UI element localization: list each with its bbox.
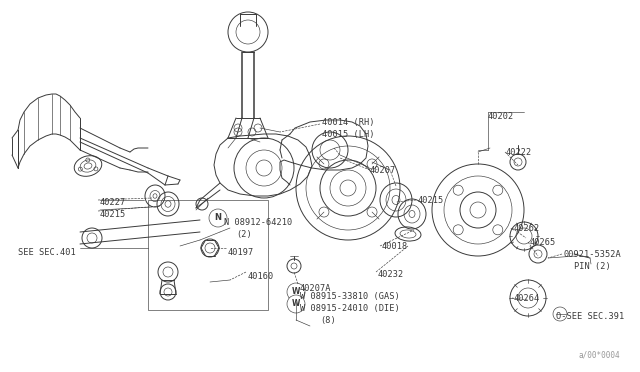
Text: 40265: 40265: [530, 238, 556, 247]
Text: 40015 (LH): 40015 (LH): [322, 130, 374, 139]
Text: W: W: [292, 299, 300, 308]
Text: 40215: 40215: [100, 210, 126, 219]
Text: W 08915-24010 (DIE): W 08915-24010 (DIE): [300, 304, 400, 313]
Circle shape: [209, 209, 227, 227]
Bar: [148, 200, 268, 310]
Text: 40197: 40197: [228, 248, 254, 257]
Text: (2): (2): [236, 230, 252, 239]
Text: O-SEE SEC.391: O-SEE SEC.391: [556, 312, 624, 321]
Text: 40207: 40207: [370, 166, 396, 175]
Text: 40262: 40262: [514, 224, 540, 233]
Text: 40160: 40160: [248, 272, 275, 281]
Text: (8): (8): [320, 316, 336, 325]
Text: SEE SEC.401: SEE SEC.401: [18, 248, 76, 257]
Circle shape: [287, 283, 305, 301]
Text: 40232: 40232: [378, 270, 404, 279]
Text: W 08915-33810 (GAS): W 08915-33810 (GAS): [300, 292, 400, 301]
Text: 40014 (RH): 40014 (RH): [322, 118, 374, 127]
Text: 40227: 40227: [100, 198, 126, 207]
Text: 00921-5352A: 00921-5352A: [564, 250, 621, 259]
Text: 40264: 40264: [514, 294, 540, 303]
Text: 40018: 40018: [382, 242, 408, 251]
Text: N: N: [214, 214, 221, 222]
Text: a/00*0004: a/00*0004: [579, 351, 620, 360]
Text: 40202: 40202: [488, 112, 515, 121]
Text: N 08912-64210: N 08912-64210: [224, 218, 292, 227]
Text: PIN (2): PIN (2): [574, 262, 611, 271]
Circle shape: [287, 295, 305, 313]
Text: 40215: 40215: [418, 196, 444, 205]
Text: 40207A: 40207A: [300, 284, 332, 293]
Text: W: W: [292, 288, 300, 296]
Text: 40222: 40222: [506, 148, 532, 157]
